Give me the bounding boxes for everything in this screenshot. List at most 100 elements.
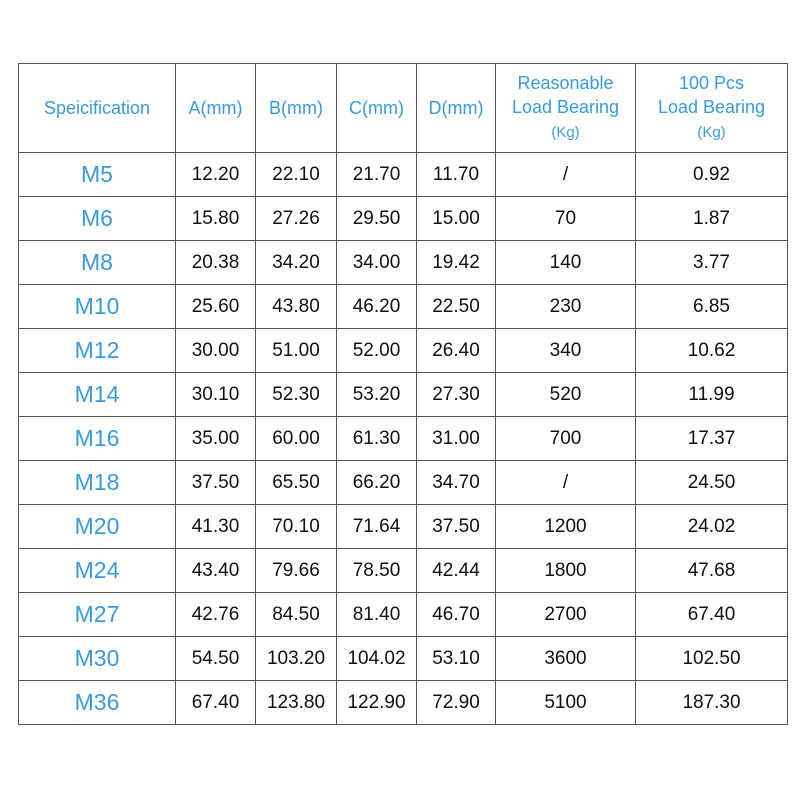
value-cell: 35.00 xyxy=(175,416,256,461)
value-cell: 53.20 xyxy=(336,372,417,417)
value-cell: 10.62 xyxy=(635,328,788,373)
table-row: M27 42.76 84.50 81.40 46.70 2700 67.40 xyxy=(18,592,788,637)
value-cell: 25.60 xyxy=(175,284,256,329)
table-row: M36 67.40 123.80 122.90 72.90 5100 187.30 xyxy=(18,680,788,725)
value-cell: 11.70 xyxy=(416,152,496,197)
value-cell: 31.00 xyxy=(416,416,496,461)
value-cell: 41.30 xyxy=(175,504,256,549)
value-cell: 21.70 xyxy=(336,152,417,197)
header-line: Reasonable xyxy=(517,73,614,93)
value-cell: 15.80 xyxy=(175,196,256,241)
column-header: Reasonable Load Bearing (Kg) xyxy=(495,63,636,153)
value-cell: 123.80 xyxy=(255,680,337,725)
spec-cell: M14 xyxy=(18,372,176,417)
value-cell: 22.50 xyxy=(416,284,496,329)
table-row: M24 43.40 79.66 78.50 42.44 1800 47.68 xyxy=(18,548,788,593)
header-line: 100 Pcs xyxy=(678,73,745,93)
table-row: M5 12.20 22.10 21.70 11.70/0.92 xyxy=(18,152,788,197)
header-line: D(mm) xyxy=(428,98,484,118)
value-cell: 3600 xyxy=(495,636,636,681)
value-cell: 17.37 xyxy=(635,416,788,461)
spec-cell: M6 xyxy=(18,196,176,241)
table-row: M12 30.00 51.00 52.00 26.40 340 10.62 xyxy=(18,328,788,373)
value-cell: 3.77 xyxy=(635,240,788,285)
value-cell: 103.20 xyxy=(255,636,337,681)
value-cell: / xyxy=(495,152,636,197)
value-cell: 51.00 xyxy=(255,328,337,373)
value-cell: 47.68 xyxy=(635,548,788,593)
value-cell: 24.02 xyxy=(635,504,788,549)
spec-cell: M5 xyxy=(18,152,176,197)
column-header: A(mm) xyxy=(175,63,256,153)
header-unit: (Kg) xyxy=(697,124,726,141)
value-cell: 84.50 xyxy=(255,592,337,637)
header-line: A(mm) xyxy=(188,98,243,118)
value-cell: 61.30 xyxy=(336,416,417,461)
value-cell: 102.50 xyxy=(635,636,788,681)
header-row: Speicification A(mm) B(mm) C(mm) D(mm) Reason… xyxy=(18,63,788,153)
value-cell: 67.40 xyxy=(635,592,788,637)
value-cell: / xyxy=(495,460,636,505)
value-cell: 24.50 xyxy=(635,460,788,505)
value-cell: 81.40 xyxy=(336,592,417,637)
value-cell: 20.38 xyxy=(175,240,256,285)
table-row: M14 30.10 52.30 53.20 27.30 520 11.99 xyxy=(18,372,788,417)
table-row: M18 37.50 65.50 66.20 34.70/24.50 xyxy=(18,460,788,505)
header-line: C(mm) xyxy=(349,98,404,118)
value-cell: 29.50 xyxy=(336,196,417,241)
value-cell: 52.30 xyxy=(255,372,337,417)
value-cell: 37.50 xyxy=(416,504,496,549)
value-cell: 122.90 xyxy=(336,680,417,725)
value-cell: 72.90 xyxy=(416,680,496,725)
value-cell: 53.10 xyxy=(416,636,496,681)
value-cell: 37.50 xyxy=(175,460,256,505)
table-row: M8 20.38 34.20 34.00 19.42 140 3.77 xyxy=(18,240,788,285)
spec-cell: M36 xyxy=(18,680,176,725)
value-cell: 54.50 xyxy=(175,636,256,681)
value-cell: 27.26 xyxy=(255,196,337,241)
column-header: D(mm) xyxy=(416,63,496,153)
header-line: B(mm) xyxy=(269,98,323,118)
value-cell: 700 xyxy=(495,416,636,461)
spec-cell: M30 xyxy=(18,636,176,681)
value-cell: 187.30 xyxy=(635,680,788,725)
spec-cell: M20 xyxy=(18,504,176,549)
value-cell: 340 xyxy=(495,328,636,373)
value-cell: 46.70 xyxy=(416,592,496,637)
value-cell: 1800 xyxy=(495,548,636,593)
spec-cell: M18 xyxy=(18,460,176,505)
table-row: M30 54.50 103.20 104.02 53.10 3600 102.50 xyxy=(18,636,788,681)
value-cell: 11.99 xyxy=(635,372,788,417)
value-cell: 34.20 xyxy=(255,240,337,285)
spec-cell: M12 xyxy=(18,328,176,373)
value-cell: 19.42 xyxy=(416,240,496,285)
value-cell: 34.00 xyxy=(336,240,417,285)
value-cell: 71.64 xyxy=(336,504,417,549)
value-cell: 104.02 xyxy=(336,636,417,681)
value-cell: 65.50 xyxy=(255,460,337,505)
value-cell: 34.70 xyxy=(416,460,496,505)
value-cell: 78.50 xyxy=(336,548,417,593)
value-cell: 26.40 xyxy=(416,328,496,373)
value-cell: 2700 xyxy=(495,592,636,637)
column-header: C(mm) xyxy=(336,63,417,153)
value-cell: 42.76 xyxy=(175,592,256,637)
value-cell: 30.00 xyxy=(175,328,256,373)
value-cell: 70 xyxy=(495,196,636,241)
value-cell: 79.66 xyxy=(255,548,337,593)
header-unit: (Kg) xyxy=(551,124,580,141)
value-cell: 230 xyxy=(495,284,636,329)
value-cell: 42.44 xyxy=(416,548,496,593)
value-cell: 5100 xyxy=(495,680,636,725)
value-cell: 70.10 xyxy=(255,504,337,549)
value-cell: 15.00 xyxy=(416,196,496,241)
value-cell: 1.87 xyxy=(635,196,788,241)
header-line: Speicification xyxy=(43,98,151,118)
value-cell: 6.85 xyxy=(635,284,788,329)
value-cell: 30.10 xyxy=(175,372,256,417)
column-header: Speicification xyxy=(18,63,176,153)
spec-cell: M27 xyxy=(18,592,176,637)
value-cell: 43.80 xyxy=(255,284,337,329)
value-cell: 12.20 xyxy=(175,152,256,197)
value-cell: 0.92 xyxy=(635,152,788,197)
